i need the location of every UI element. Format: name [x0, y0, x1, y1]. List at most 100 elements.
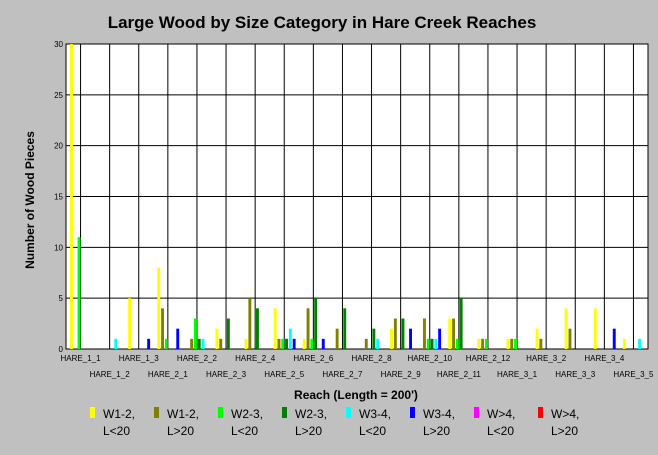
bar [226, 318, 230, 349]
bar [285, 338, 288, 349]
bar [219, 338, 223, 349]
bar [448, 318, 452, 349]
legend-label: W1-2, [103, 407, 135, 421]
bar [197, 338, 201, 349]
bar [343, 308, 347, 349]
bar [288, 328, 292, 349]
bar [128, 298, 132, 349]
bar [164, 338, 168, 349]
legend-swatch [538, 407, 543, 418]
x-tick-label: HARE_3_3 [555, 370, 596, 379]
bar [485, 338, 488, 349]
x-tick-label: HARE_1_1 [61, 354, 102, 363]
bar [277, 338, 281, 349]
x-tick-label: HARE_2_10 [408, 354, 453, 363]
bar [292, 338, 296, 349]
bar [514, 338, 517, 349]
bar [434, 338, 438, 349]
bar [215, 328, 219, 349]
x-tick-label: HARE_2_4 [235, 354, 276, 363]
x-tick-label: HARE_2_6 [293, 354, 334, 363]
bar [306, 308, 310, 349]
bar [622, 338, 626, 349]
legend-label: L>20 [551, 424, 578, 438]
legend-label: L>20 [295, 424, 322, 438]
legend-label: W3-4, [359, 407, 391, 421]
x-tick-label: HARE_2_2 [177, 354, 218, 363]
x-tick-labels: HARE_1_1 HARE_1_2 HARE_1_3 HARE_2_1 HARE_2_2… [61, 354, 654, 379]
legend-swatch [410, 407, 415, 418]
bar [459, 298, 463, 349]
x-tick-label: HARE_3_5 [613, 370, 654, 379]
bar [568, 328, 572, 349]
legend-swatch [218, 407, 223, 418]
legend-swatch [346, 407, 351, 418]
bar [423, 318, 426, 349]
bar [539, 338, 543, 349]
bar [256, 308, 259, 349]
legend-label: L>20 [167, 424, 194, 438]
legend-label: L<20 [231, 424, 258, 438]
legend-label: W2-3, [295, 407, 327, 421]
x-tick-label: HARE_3_1 [497, 370, 538, 379]
bar [455, 338, 459, 349]
x-tick-label: HARE_2_3 [206, 370, 247, 379]
legend: W1-2, L<20 W1-2, L>20 W2-3, L<20 W2-3, L>20 W3-4… [90, 407, 579, 438]
y-tick-label: 15 [54, 193, 63, 202]
bar [506, 338, 510, 349]
bars [70, 44, 641, 349]
bar [194, 318, 197, 349]
bar [477, 338, 481, 349]
x-tick-label: HARE_2_7 [322, 370, 363, 379]
bar [390, 328, 393, 349]
bar [273, 308, 277, 349]
x-tick-label: HARE_1_2 [90, 370, 131, 379]
bar [70, 44, 73, 349]
y-tick-label: 25 [54, 91, 63, 100]
y-tick-label: 30 [54, 40, 63, 49]
x-tick-label: HARE_1_3 [119, 354, 160, 363]
bar [393, 318, 397, 349]
x-tick-label: HARE_2_1 [148, 370, 189, 379]
bar [452, 318, 455, 349]
legend-label: L<20 [487, 424, 514, 438]
bar [612, 328, 616, 349]
legend-swatch [90, 407, 95, 418]
bar [426, 338, 430, 349]
bar [248, 298, 252, 349]
bar [176, 328, 180, 349]
bar [401, 318, 405, 349]
bar [310, 338, 314, 349]
bar [314, 298, 318, 349]
bar [147, 338, 151, 349]
bar [335, 328, 339, 349]
gridlines [66, 43, 648, 350]
bar [114, 338, 118, 349]
bar [430, 338, 434, 349]
legend-label: W1-2, [167, 407, 199, 421]
legend-label: W3-4, [423, 407, 455, 421]
legend-swatch [474, 407, 479, 418]
x-tick-label: HARE_2_8 [352, 354, 393, 363]
bar [376, 338, 380, 349]
x-tick-label: HARE_2_11 [437, 370, 481, 379]
bar [364, 338, 368, 349]
bar [372, 328, 376, 349]
y-tick-label: 20 [54, 142, 63, 151]
bar [302, 338, 306, 349]
y-axis-title: Number of Wood Pieces [23, 131, 37, 269]
bar [409, 328, 412, 349]
bar [190, 338, 194, 349]
legend-label: L>20 [423, 424, 450, 438]
x-tick-label: HARE_3_2 [526, 354, 567, 363]
bar [161, 308, 164, 349]
legend-swatch [282, 407, 287, 418]
bar [77, 237, 81, 349]
x-tick-label: HARE_2_9 [381, 370, 422, 379]
chart-title: Large Wood by Size Category in Hare Cree… [108, 13, 537, 32]
legend-swatch [154, 407, 159, 418]
bar [201, 338, 205, 349]
bar [321, 338, 325, 349]
bar [564, 308, 568, 349]
bar [281, 338, 285, 349]
